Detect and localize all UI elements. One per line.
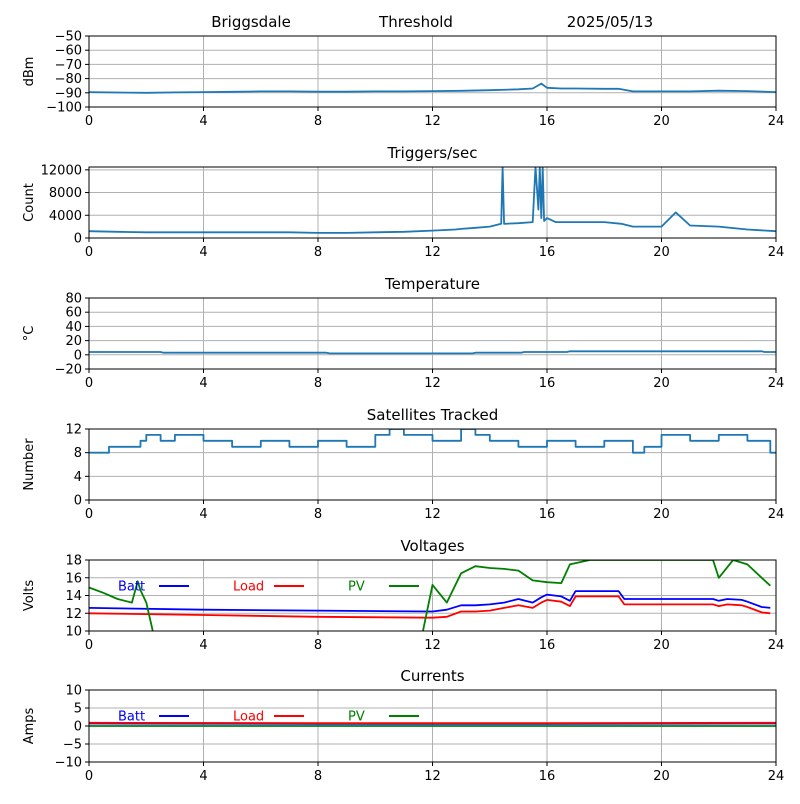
y-tick-label: 10 [65,684,82,699]
y-tick-label: 12000 [41,163,82,178]
x-tick-label: 8 [314,114,322,129]
x-tick-label: 16 [539,114,556,129]
legend-label: Batt [118,710,145,725]
x-tick-label: 0 [85,769,93,784]
station-name: Briggsdale [211,13,291,31]
x-tick-label: 8 [314,245,322,260]
y-axis-label: Number [22,438,37,491]
x-tick-label: 4 [199,114,207,129]
legend-label: PV [348,710,365,725]
y-tick-label: −100 [46,101,82,116]
x-tick-label: 0 [85,638,93,653]
y-tick-label: 12 [65,423,82,438]
x-tick-label: 16 [539,376,556,391]
x-tick-label: 16 [539,245,556,260]
y-tick-label: −20 [55,363,82,378]
mode-label: Threshold [378,13,453,31]
y-tick-label: −90 [55,86,82,101]
x-tick-label: 8 [314,507,322,522]
x-tick-label: 8 [314,769,322,784]
panel-title: Temperature [384,275,480,293]
y-tick-label: 10 [65,625,82,640]
legend-label: Load [233,580,264,595]
x-tick-label: 4 [199,507,207,522]
x-tick-label: 24 [768,245,785,260]
x-tick-label: 24 [768,638,785,653]
x-tick-label: 16 [539,638,556,653]
y-tick-label: 0 [74,720,82,735]
x-tick-label: 20 [653,245,670,260]
y-tick-label: −50 [55,30,82,45]
legend-label: PV [348,580,365,595]
x-tick-label: 20 [653,507,670,522]
date-label: 2025/05/13 [567,13,653,31]
y-tick-label: 4000 [49,209,82,224]
y-tick-label: 0 [74,494,82,509]
y-tick-label: 0 [74,232,82,247]
y-axis-label: Volts [22,580,37,612]
y-tick-label: −80 [55,72,82,87]
y-tick-label: 12 [65,607,82,622]
x-tick-label: 4 [199,638,207,653]
y-axis-label: Amps [22,707,37,744]
x-tick-label: 24 [768,507,785,522]
y-tick-label: −70 [55,58,82,73]
y-tick-label: 0 [74,348,82,363]
x-tick-label: 16 [539,507,556,522]
y-tick-label: 80 [65,292,82,307]
x-tick-label: 0 [85,245,93,260]
y-tick-label: 18 [65,554,82,569]
x-tick-label: 0 [85,114,93,129]
x-tick-label: 24 [768,114,785,129]
x-tick-label: 20 [653,769,670,784]
panel-title: Triggers/sec [387,144,478,162]
y-tick-label: −5 [63,738,82,753]
x-tick-label: 0 [85,376,93,391]
y-axis-label: dBm [22,57,37,87]
y-tick-label: 40 [65,320,82,335]
y-axis-label: Count [22,183,37,222]
x-tick-label: 4 [199,769,207,784]
x-tick-label: 24 [768,769,785,784]
x-tick-label: 4 [199,376,207,391]
y-tick-label: −60 [55,44,82,59]
x-tick-label: 12 [424,376,441,391]
x-tick-label: 8 [314,638,322,653]
y-tick-label: 60 [65,306,82,321]
y-axis-label: °C [22,326,37,342]
x-tick-label: 8 [314,376,322,391]
x-tick-label: 24 [768,376,785,391]
panel-title: Voltages [400,537,464,555]
x-tick-label: 4 [199,245,207,260]
x-tick-label: 20 [653,376,670,391]
y-tick-label: 5 [74,702,82,717]
y-tick-label: −10 [55,756,82,771]
x-tick-label: 12 [424,769,441,784]
x-tick-label: 12 [424,245,441,260]
panel-title: Satellites Tracked [367,406,498,424]
y-tick-label: 16 [65,571,82,586]
x-tick-label: 12 [424,114,441,129]
y-tick-label: 20 [65,334,82,349]
x-tick-label: 12 [424,638,441,653]
x-tick-label: 16 [539,769,556,784]
x-tick-label: 20 [653,114,670,129]
y-tick-label: 8 [74,446,82,461]
y-tick-label: 8000 [49,186,82,201]
x-tick-label: 12 [424,507,441,522]
legend-label: Load [233,710,264,725]
x-tick-label: 20 [653,638,670,653]
legend-label: Batt [118,580,145,595]
panel-title: Currents [400,667,464,685]
x-tick-label: 0 [85,507,93,522]
y-tick-label: 14 [65,589,82,604]
y-tick-label: 4 [74,470,82,485]
